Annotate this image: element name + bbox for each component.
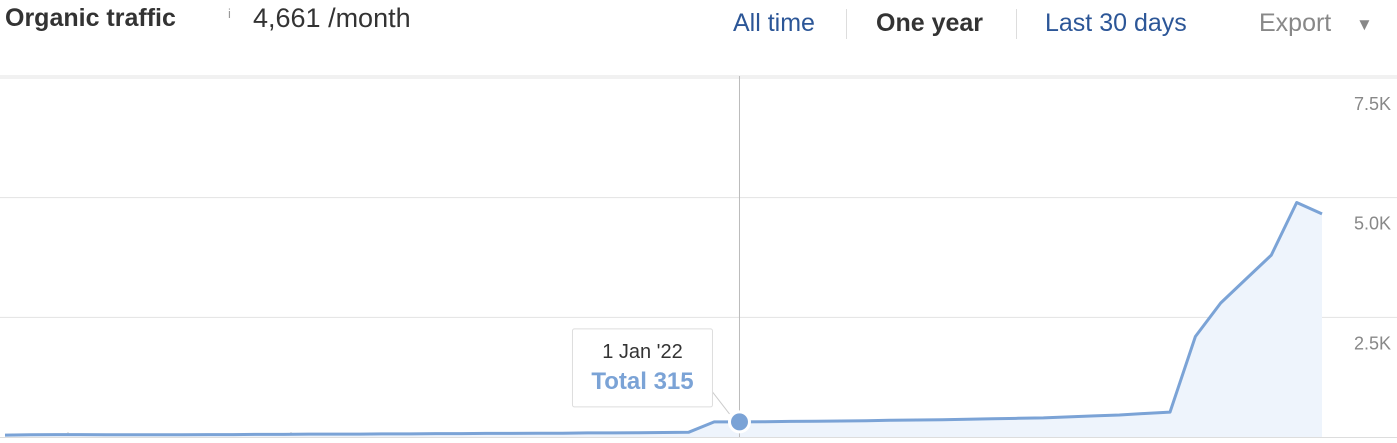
line — [4, 201, 1323, 437]
tooltip: 1 Jan '22 Total 315 — [571, 328, 713, 408]
export-button[interactable]: Export — [1259, 9, 1332, 37]
separator — [846, 9, 847, 39]
title: Organic traffic — [5, 4, 176, 32]
all-time-button[interactable]: All time — [733, 9, 815, 37]
last-30-days-button[interactable]: Last 30 days — [1045, 9, 1187, 37]
info-icon[interactable]: i — [228, 6, 231, 21]
one-year-button[interactable]: One year — [876, 9, 984, 37]
y-tick-label: 2.5K — [1354, 333, 1391, 353]
tooltip-date: 1 Jan '22 — [602, 341, 683, 363]
tooltip-number: 315 — [654, 368, 694, 395]
header: Organic traffic i 4,661 /month All time … — [0, 0, 1397, 50]
tooltip-value: Total 315 — [591, 368, 693, 395]
area — [5, 202, 1322, 437]
tooltip-pointer — [712, 391, 730, 415]
tooltip-box — [571, 328, 713, 408]
traffic-value: 4,661 /month — [253, 3, 411, 33]
point-marker — [727, 410, 751, 434]
tooltip-series-name: Total — [591, 368, 647, 395]
y-tick-label: 7.5K — [1354, 94, 1391, 114]
separator — [1016, 9, 1017, 39]
dropdown-arrow[interactable]: ▼ — [1356, 15, 1373, 34]
y-tick-label: 5.0K — [1354, 214, 1391, 234]
